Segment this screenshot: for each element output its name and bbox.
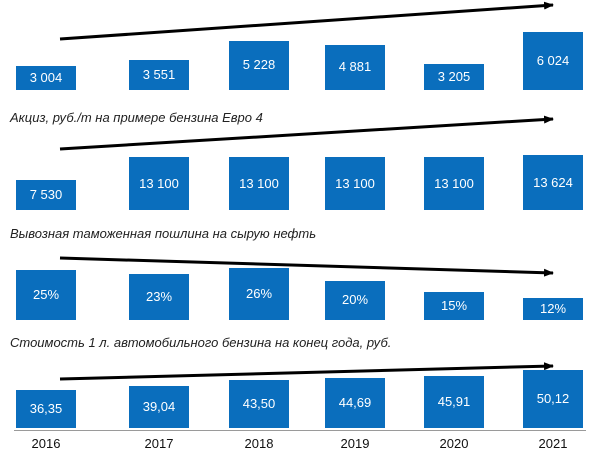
bar-value-label: 26% [245, 286, 273, 301]
bar-panel2-2020 [424, 157, 484, 210]
bar-panel3-2020 [424, 291, 484, 320]
x-tick-label: 2018 [244, 436, 274, 451]
bar-value-label: 50,12 [536, 391, 570, 406]
bar-value-label: 5 228 [242, 57, 276, 73]
panel-title-gasoline-price: Стоимость 1 л. автомобильного бензина на… [10, 335, 392, 350]
bar-value-label: 13 100 [139, 175, 179, 191]
bar-value-label: 36,35 [29, 401, 63, 416]
bar-panel1-2020 [424, 63, 484, 90]
bar-value-label: 3 551 [142, 66, 176, 82]
bar-value-label: 23% [145, 289, 173, 305]
bar-value-label: 20% [341, 292, 369, 308]
bar-panel4-2017 [129, 386, 189, 428]
bar-panel2-2017 [129, 157, 189, 210]
bar-value-label: 39,04 [142, 399, 176, 415]
bar-value-label: 7 530 [29, 187, 63, 202]
x-tick-label: 2019 [340, 436, 370, 451]
x-axis-line [14, 430, 586, 431]
bar-panel3-2019 [325, 280, 385, 320]
bar-value-label: 12% [539, 301, 567, 316]
bar-panel2-2019 [325, 157, 385, 210]
bar-value-label: 3 004 [29, 70, 63, 85]
bar-panel4-2018 [229, 379, 289, 428]
bar-panel4-2019 [325, 377, 385, 428]
bar-panel1-2019 [325, 44, 385, 90]
bar-value-label: 15% [440, 297, 468, 313]
bar-panel2-2021 [523, 155, 583, 210]
bar-panel4-2020 [424, 376, 484, 428]
bar-panel1-2021 [523, 32, 583, 90]
bar-panel4-2021 [523, 370, 583, 428]
bar-panel1-2018 [229, 40, 289, 90]
bar-value-label: 13 100 [239, 175, 279, 191]
bar-panel2-2016 [16, 180, 76, 210]
bar-panel3-2021 [523, 298, 583, 320]
bar-panel3-2018 [229, 268, 289, 320]
panel-title-export-duty: Вывозная таможенная пошлина на сырую неф… [10, 226, 317, 241]
x-tick-label: 2017 [144, 436, 174, 451]
bar-panel2-2018 [229, 157, 289, 210]
bar-value-label: 3 205 [437, 68, 471, 84]
bar-panel1-2016 [16, 66, 76, 90]
trend-arrow-panel3 [59, 256, 554, 277]
bar-value-label: 25% [32, 287, 60, 303]
bar-value-label: 45,91 [437, 394, 471, 410]
bar-value-label: 13 624 [533, 174, 573, 190]
x-tick-label: 2021 [538, 436, 568, 451]
trend-arrow-panel2 [59, 115, 554, 151]
bar-panel3-2017 [129, 274, 189, 320]
bar-panel3-2016 [16, 270, 76, 320]
bar-value-label: 4 881 [338, 59, 372, 75]
trend-arrow-panel4 [59, 362, 554, 381]
bar-value-label: 13 100 [434, 175, 474, 191]
panel-title-excise: Акциз, руб./т на примере бензина Евро 4 [10, 110, 263, 125]
bar-value-label: 43,50 [242, 395, 276, 411]
bar-value-label: 44,69 [338, 394, 372, 410]
trend-arrow-panel1 [59, 1, 554, 41]
x-tick-label: 2020 [439, 436, 469, 451]
x-tick-label: 2016 [31, 436, 61, 451]
bar-panel4-2016 [16, 390, 76, 428]
bar-value-label: 6 024 [536, 53, 570, 68]
bar-value-label: 13 100 [335, 175, 375, 191]
bar-panel1-2017 [129, 59, 189, 90]
